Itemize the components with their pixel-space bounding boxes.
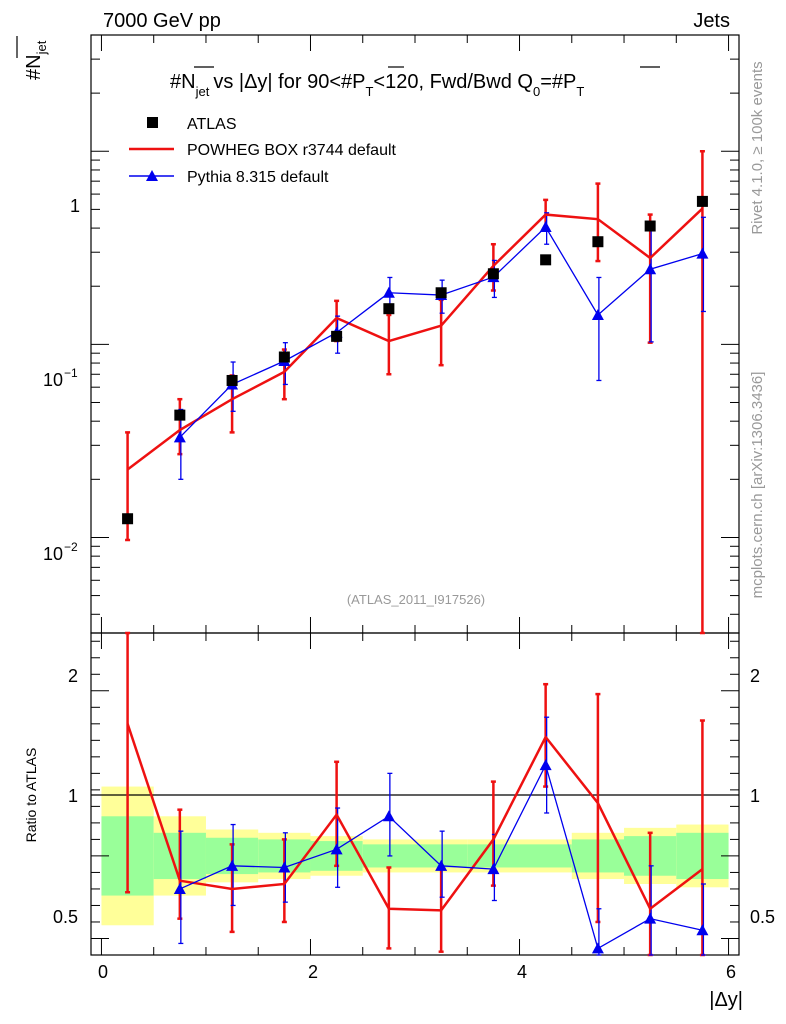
ratio-tick-label-0.5: 0.5 — [53, 907, 78, 927]
x-tick-label-2: 2 — [308, 962, 318, 982]
pythia-ratio-point — [487, 863, 500, 875]
pythia-point — [539, 221, 552, 233]
x-axis-label: |Δy| — [709, 989, 743, 1011]
ratio-frame — [90, 632, 740, 956]
analysis-id: (ATLAS_2011_I917526) — [347, 592, 485, 607]
pythia-ratio-point — [591, 942, 604, 954]
pythia-ratio-point — [696, 924, 709, 936]
atlas-data-point — [278, 351, 290, 363]
atlas-data-point — [592, 236, 604, 248]
pythia-ratio-point — [644, 912, 657, 924]
legend-atlas-marker — [147, 117, 158, 128]
y-tick-label-0.01: 10−2 — [43, 540, 78, 564]
ratio-tick-label-1-right: 1 — [750, 786, 760, 806]
ratio-tick-label-1: 1 — [68, 786, 78, 806]
ratio-axis-label: Ratio to ATLAS — [23, 748, 39, 843]
ratio-uncertainty-bands — [101, 786, 729, 926]
pythia-ratio-point — [226, 859, 239, 871]
powheg-ratio-line — [126, 723, 704, 912]
pythia-point — [173, 431, 186, 443]
atlas-data-point — [122, 513, 134, 525]
atlas-data-point — [435, 287, 447, 299]
atlas-data-point — [174, 409, 186, 421]
atlas-data-point — [226, 374, 238, 386]
pythia-ratio-point — [173, 882, 186, 894]
svg-text:#Njet: #Njet — [23, 40, 49, 80]
ratio-band-inner — [415, 844, 468, 868]
axis-ticks — [91, 34, 739, 956]
atlas-data-point — [644, 220, 656, 232]
pythia-point — [644, 263, 657, 275]
x-tick-label-6: 6 — [726, 962, 736, 982]
pythia-ratio-point — [539, 759, 552, 771]
y-tick-label-0.1: 10−1 — [43, 366, 78, 390]
legend-pythia-label: Pythia 8.315 default — [187, 169, 329, 186]
pythia-ratio-point — [382, 810, 395, 822]
powheg-line — [126, 207, 704, 471]
energy-label: 7000 GeV pp — [103, 10, 221, 32]
ratio-band-inner — [519, 844, 572, 868]
rivet-version-label: Rivet 4.1.0, ≥ 100k events — [749, 61, 766, 234]
y-tick-label-1: 1 — [70, 196, 80, 216]
ratio-tick-label-0.5-right: 0.5 — [750, 907, 775, 927]
legend: ATLAS POWHEG BOX r3744 default Pythia 8.… — [129, 116, 397, 186]
mcplots-label: mcplots.cern.ch [arXiv:1306.3436] — [749, 372, 766, 599]
pythia-point — [591, 308, 604, 320]
y-axis-label: #Njet — [23, 40, 49, 80]
plot-title: #Njet vs |Δy| for 90<#PT<120, Fwd/Bwd Q0=… — [170, 71, 584, 99]
atlas-data-point — [487, 268, 499, 280]
legend-powheg-label: POWHEG BOX r3744 default — [187, 142, 397, 159]
ratio-tick-label-2: 2 — [68, 666, 78, 686]
legend-pythia-marker — [146, 170, 158, 181]
atlas-data-point — [331, 330, 343, 342]
legend-atlas-label: ATLAS — [187, 116, 237, 133]
atlas-data-point — [540, 254, 552, 266]
pythia-ratio-point — [278, 861, 291, 873]
series-layer — [122, 150, 709, 957]
pythia-point — [382, 286, 395, 298]
category-label: Jets — [693, 10, 730, 32]
atlas-data-point — [383, 303, 395, 315]
pythia-ratio-point — [330, 843, 343, 855]
atlas-data-point — [696, 195, 708, 207]
x-tick-label-4: 4 — [517, 962, 527, 982]
pythia-ratio-point — [435, 859, 448, 871]
ratio-tick-label-2-right: 2 — [750, 666, 760, 686]
x-tick-label-0: 0 — [98, 962, 108, 982]
pythia-point — [696, 247, 709, 259]
